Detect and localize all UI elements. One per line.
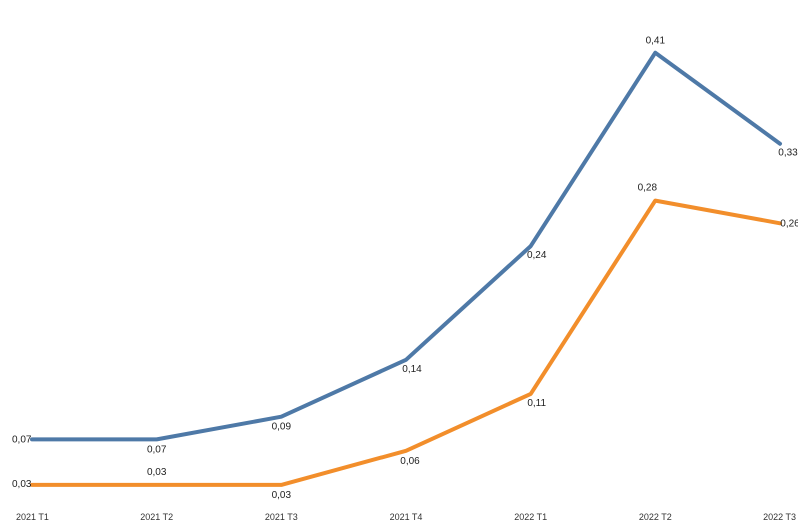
data-point-s2-2 (155, 483, 159, 487)
data-point-s1-1 (30, 437, 34, 441)
data-label-s1-4: 0,14 (402, 364, 422, 375)
points-layer (30, 51, 782, 487)
data-label-s1-7: 0,33 (778, 148, 798, 159)
data-label-s2-7: 0,26 (780, 218, 798, 229)
data-labels-layer: 0,07 0,07 0,09 0,14 0,24 0,41 0,33 0,03 0,03 0,03… (12, 36, 798, 501)
data-point-s1-5 (529, 244, 533, 248)
data-label-s1-2: 0,07 (147, 444, 167, 455)
data-point-s2-1 (30, 483, 34, 487)
data-point-s2-4 (404, 449, 408, 453)
x-tick-label: 2021 T3 (265, 512, 298, 522)
data-label-s1-6: 0,41 (646, 36, 666, 47)
data-label-s1-3: 0,09 (272, 422, 292, 433)
data-label-s2-4: 0,06 (400, 456, 420, 467)
series-layer (30, 50, 782, 487)
x-tick-label: 2021 T4 (390, 512, 423, 522)
data-point-s1-2 (155, 437, 159, 441)
series-line-2 (30, 198, 782, 487)
data-point-s1-7 (778, 142, 782, 146)
data-label-s1-1: 0,07 (12, 434, 32, 445)
x-tick-label: 2021 T2 (140, 512, 173, 522)
data-label-s2-5: 0,11 (527, 398, 546, 409)
data-point-s1-4 (404, 358, 408, 362)
data-label-s2-1: 0,03 (12, 479, 32, 490)
x-tick-label: 2021 T1 (16, 512, 49, 522)
x-tick-label: 2022 T1 (514, 512, 547, 522)
series-line-1 (30, 50, 782, 442)
x-tick-label: 2022 T3 (763, 512, 796, 522)
data-label-s2-2: 0,03 (147, 467, 167, 478)
data-point-s1-3 (279, 415, 283, 419)
data-point-s2-5 (529, 392, 533, 396)
x-tick-label: 2022 T2 (639, 512, 672, 522)
data-label-s2-3: 0,03 (272, 490, 292, 501)
data-point-s2-6 (653, 199, 657, 203)
data-label-s1-5: 0,24 (527, 250, 547, 261)
x-axis-ticks: 2021 T1 2021 T2 2021 T3 2021 T4 2022 T1 2022 … (16, 512, 796, 522)
data-point-s1-6 (653, 51, 657, 55)
data-point-s2-7 (778, 221, 782, 225)
data-label-s2-6: 0,28 (638, 183, 658, 194)
data-point-s2-3 (279, 483, 283, 487)
